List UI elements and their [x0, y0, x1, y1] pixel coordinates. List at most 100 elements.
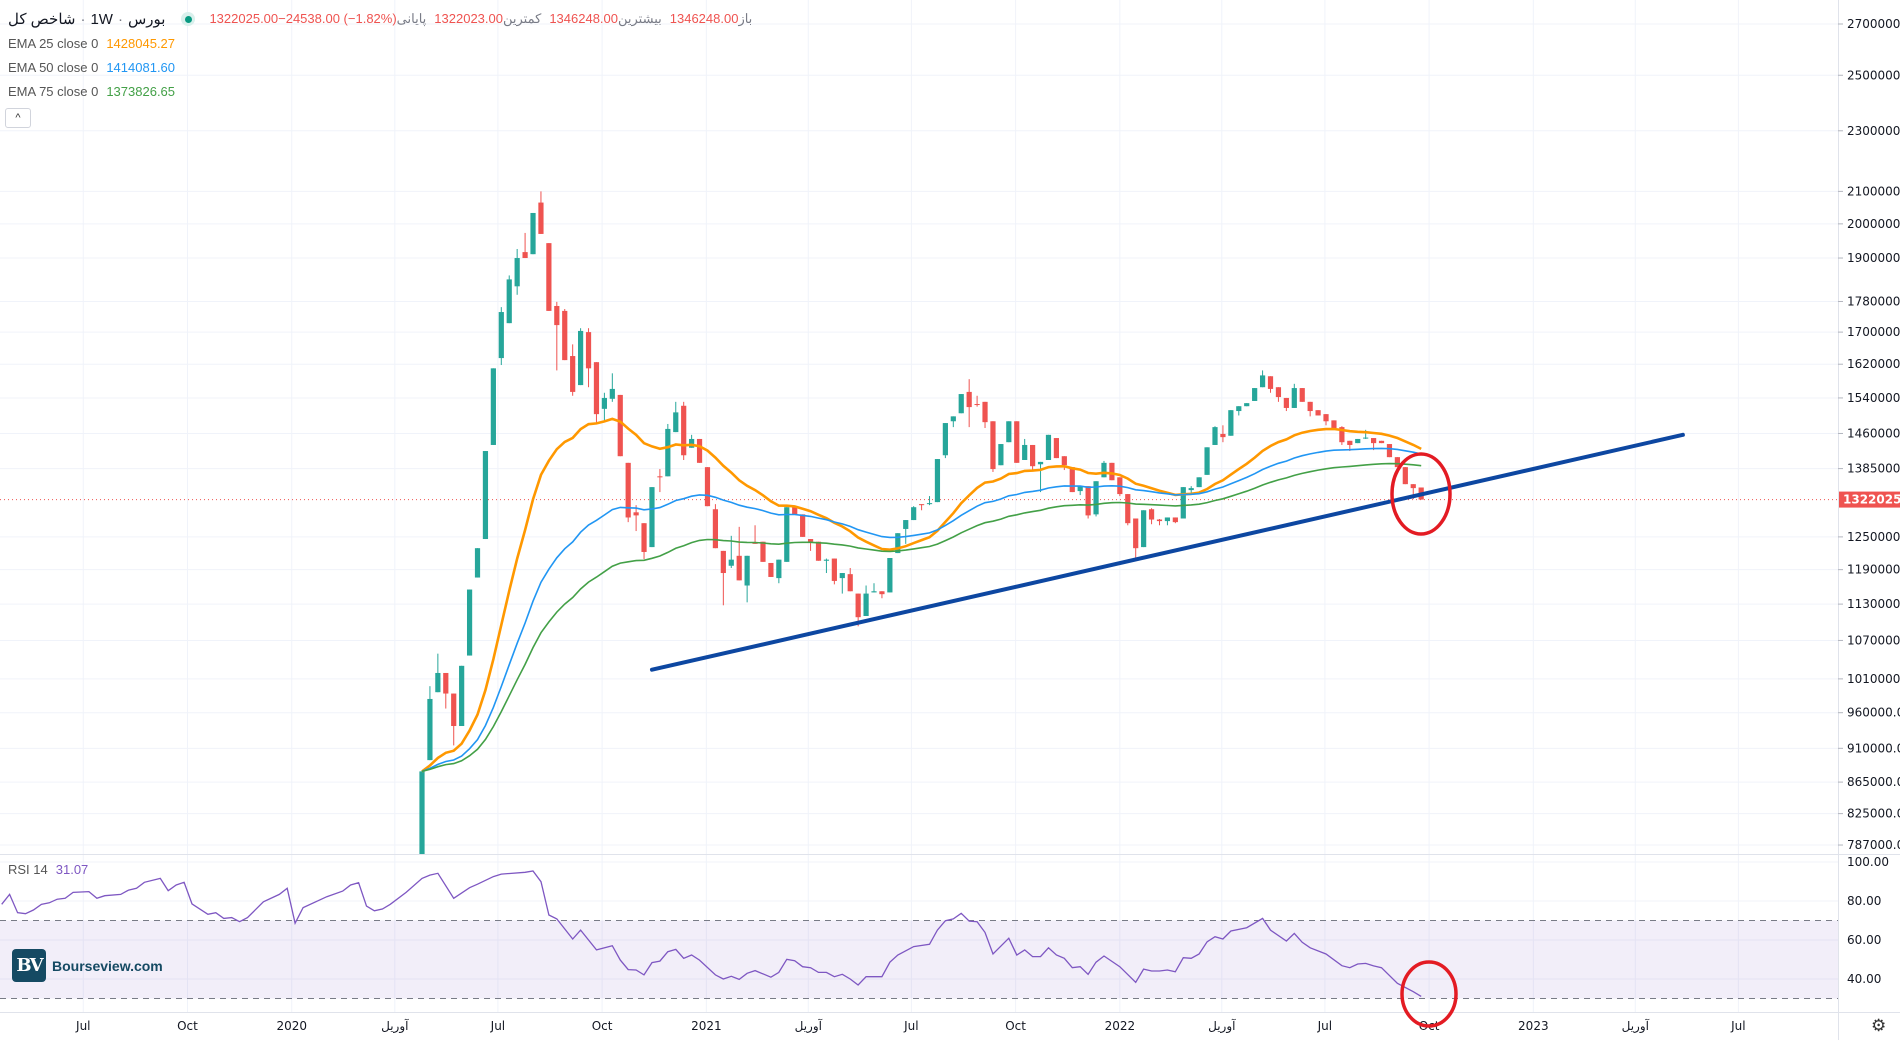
candle[interactable]: [474, 548, 481, 578]
candle[interactable]: [903, 520, 909, 544]
candle[interactable]: [847, 567, 853, 592]
exchange[interactable]: بورس: [127, 11, 166, 28]
candle[interactable]: [617, 394, 623, 457]
candle[interactable]: [466, 589, 473, 656]
candle[interactable]: [435, 653, 441, 693]
collapse-legend-button[interactable]: ^: [5, 108, 31, 128]
candle[interactable]: [1307, 401, 1313, 417]
candle[interactable]: [546, 243, 552, 311]
candle[interactable]: [1141, 510, 1147, 548]
candle[interactable]: [942, 423, 948, 459]
candle[interactable]: [736, 526, 742, 581]
rsi-axis[interactable]: 100.00 80.00 60.00 40.00: [1847, 855, 1889, 986]
candle[interactable]: [633, 505, 639, 532]
legend-ema-25[interactable]: EMA 25 close 0 1428045.27: [8, 36, 175, 51]
candle[interactable]: [784, 507, 790, 562]
candle[interactable]: [1299, 388, 1305, 402]
candle[interactable]: [1252, 388, 1258, 401]
candle[interactable]: [1212, 426, 1218, 445]
rsi-line[interactable]: [1, 870, 1422, 997]
ema-75-line[interactable]: [421, 462, 1422, 773]
candle[interactable]: [1172, 517, 1178, 524]
candle[interactable]: [1236, 406, 1242, 416]
candle[interactable]: [530, 212, 536, 255]
candle[interactable]: [657, 469, 663, 493]
candle[interactable]: [1101, 460, 1107, 478]
candle[interactable]: [807, 539, 814, 551]
candle[interactable]: [760, 541, 766, 562]
legend-ema-50[interactable]: EMA 50 close 0 1414081.60: [8, 60, 175, 75]
candle[interactable]: [1394, 457, 1400, 468]
candle[interactable]: [570, 344, 576, 396]
candle[interactable]: [895, 533, 901, 554]
rsi-legend[interactable]: RSI 14 31.07: [8, 862, 88, 877]
candle[interactable]: [768, 562, 774, 577]
candle[interactable]: [966, 379, 972, 428]
candle[interactable]: [593, 362, 600, 424]
candle[interactable]: [681, 401, 687, 460]
candle[interactable]: [506, 275, 512, 324]
candle[interactable]: [443, 672, 449, 709]
candle[interactable]: [625, 462, 631, 523]
candle[interactable]: [427, 686, 433, 761]
price-axis[interactable]: 2700000.00 2500000.00 2300000.00 2100000.00…: [1838, 17, 1900, 852]
candle[interactable]: [950, 416, 956, 428]
candle[interactable]: [649, 487, 655, 548]
gear-icon[interactable]: ⚙: [1871, 1016, 1887, 1035]
candle[interactable]: [578, 328, 584, 386]
candle[interactable]: [1125, 494, 1131, 526]
legend-ema-75[interactable]: EMA 75 close 0 1373826.65: [8, 84, 175, 99]
candle[interactable]: [1275, 387, 1282, 402]
annotation-circle-price[interactable]: [1390, 452, 1452, 536]
candle[interactable]: [887, 558, 893, 593]
candle[interactable]: [823, 558, 830, 574]
candle[interactable]: [1022, 438, 1028, 460]
candle[interactable]: [554, 301, 560, 371]
candle[interactable]: [958, 394, 964, 414]
interval[interactable]: 1W: [90, 10, 113, 28]
candle[interactable]: [712, 504, 719, 549]
candle[interactable]: [1220, 425, 1226, 443]
candle[interactable]: [1061, 456, 1067, 471]
candle[interactable]: [982, 401, 988, 429]
candle[interactable]: [990, 421, 996, 472]
candle[interactable]: [696, 438, 703, 463]
candle[interactable]: [918, 504, 925, 511]
candle[interactable]: [1085, 486, 1091, 519]
candle[interactable]: [1204, 447, 1210, 475]
candle[interactable]: [720, 550, 726, 606]
candle[interactable]: [641, 523, 647, 560]
candle[interactable]: [1030, 444, 1036, 471]
candle[interactable]: [514, 248, 520, 295]
candle[interactable]: [831, 558, 837, 585]
candle[interactable]: [752, 525, 758, 544]
candle[interactable]: [1077, 486, 1083, 496]
candle[interactable]: [601, 392, 607, 421]
candle[interactable]: [498, 307, 504, 366]
candle[interactable]: [863, 585, 869, 617]
candle[interactable]: [974, 395, 980, 407]
candle[interactable]: [1228, 410, 1234, 436]
candle[interactable]: [800, 514, 806, 537]
candle[interactable]: [1386, 444, 1393, 458]
candle[interactable]: [1196, 477, 1202, 488]
candle[interactable]: [1053, 438, 1059, 459]
candle[interactable]: [1355, 438, 1361, 444]
candle[interactable]: [926, 496, 933, 506]
candle[interactable]: [934, 459, 941, 503]
candle[interactable]: [665, 423, 671, 477]
candle[interactable]: [562, 309, 568, 361]
candle[interactable]: [1331, 420, 1337, 429]
candle[interactable]: [1267, 376, 1274, 393]
candle[interactable]: [998, 444, 1004, 466]
candle[interactable]: [419, 770, 425, 871]
candle[interactable]: [1244, 403, 1250, 407]
candle[interactable]: [673, 401, 679, 433]
candle[interactable]: [815, 541, 822, 561]
candle[interactable]: [585, 328, 592, 388]
candle[interactable]: [1315, 410, 1321, 416]
candle[interactable]: [451, 693, 457, 746]
candle[interactable]: [1148, 508, 1155, 525]
candle[interactable]: [1378, 440, 1385, 444]
